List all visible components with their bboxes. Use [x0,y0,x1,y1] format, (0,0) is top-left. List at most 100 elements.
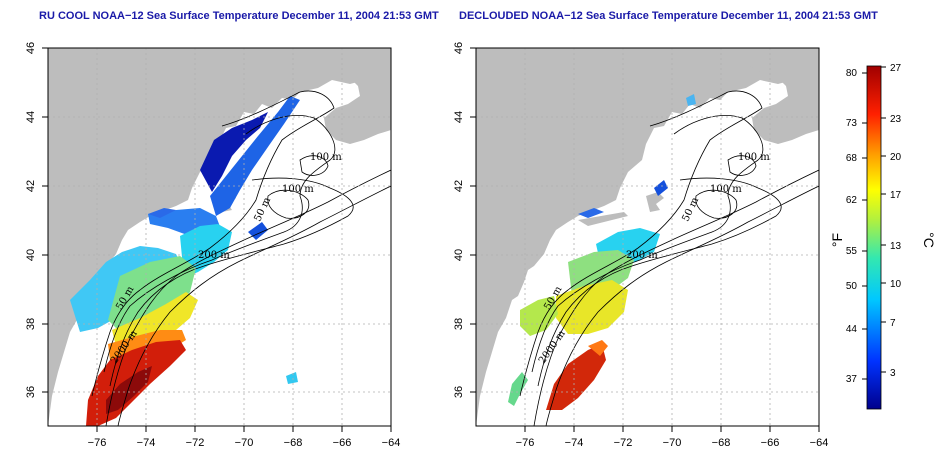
right-contour-label: 200 m [626,250,658,261]
left-y-tick-label: 44 [25,111,37,123]
left-y-tick-label: 42 [25,180,37,192]
right-contour-shelf-edge [545,185,819,426]
left-contour-50m [91,90,335,397]
colorbar-c-label: 10 [890,279,902,290]
left-contour-200m [109,177,354,387]
right-map: 100 m 100 m 50 m 200 m 50 m 2000 m −76 −… [453,42,828,449]
left-x-tick-labels: −76 −74 −72 −70 −68 −66 −64 [88,437,401,449]
right-contour-label: 2000 m [537,328,568,366]
left-sst-deep-blue-gulf-maine [200,112,268,192]
left-land-nova-scotia [322,48,391,144]
left-x-tick-label: −74 [137,437,156,449]
right-y-tick-label: 38 [453,318,465,330]
left-sst-blue-shelf [210,96,300,216]
colorbar-f-label: 62 [846,195,858,206]
colorbar-celsius-labels: 27 23 20 17 13 10 7 3 [890,63,902,379]
left-contour-georges [299,155,329,176]
colorbar-c-label: 3 [890,368,896,379]
colorbar-celsius-ticks [881,66,886,373]
right-gridlines [476,48,819,426]
right-contour-banks [695,189,738,219]
left-contours [91,90,391,426]
right-x-tick-label: −66 [761,437,780,449]
colorbar: 80 73 68 62 55 50 44 37 27 23 20 17 13 1… [829,63,937,410]
colorbar-c-label: 13 [890,241,902,252]
colorbar-f-label: 68 [846,153,858,164]
right-map-title: DECLOUDED NOAA−12 Sea Surface Temperatur… [459,10,878,22]
left-y-tick-label: 40 [25,249,37,261]
colorbar-c-label: 17 [890,190,902,201]
left-y-axis [42,47,48,393]
colorbar-f-label: 44 [846,324,858,335]
right-x-tick-label: −74 [565,437,584,449]
left-x-tick-label: −66 [333,437,352,449]
left-sst-darkred-core [106,366,152,414]
left-x-tick-label: −76 [88,437,107,449]
left-y-tick-label: 38 [25,318,37,330]
left-land-mainland [48,48,391,426]
left-y-tick-label: 46 [25,42,37,54]
right-land-cape-cod [646,192,664,212]
left-y-tick-labels: 36 38 40 42 44 46 [25,42,37,398]
left-contour-shelf-edge [117,185,391,426]
right-y-tick-label: 36 [453,386,465,398]
right-contours [519,90,819,426]
right-plot-frame [475,47,820,427]
colorbar-c-label: 7 [890,318,896,329]
right-x-tick-label: −72 [614,437,633,449]
right-y-tick-label: 46 [453,42,465,54]
colorbar-f-label: 55 [846,246,858,257]
left-contour-label: 100 m [282,184,314,195]
left-x-tick-label: −64 [382,437,401,449]
colorbar-c-label: 20 [890,152,902,163]
right-contour-label: 100 m [710,184,742,195]
left-contour-100m [103,115,336,373]
right-x-tick-labels: −76 −74 −72 −70 −68 −66 −64 [516,437,829,449]
left-x-axis [96,426,392,432]
right-sst-orange-edge [588,340,608,356]
colorbar-fahrenheit-ticks [862,72,867,380]
right-sst-greenyellow-inshore [520,296,558,336]
right-land-mainland [476,48,819,426]
right-y-tick-label: 42 [453,180,465,192]
right-x-tick-label: −76 [516,437,535,449]
left-sst-blue-westpatch [148,208,176,218]
right-land-nova-scotia [750,48,819,144]
right-sst-blue-westpatch [578,208,604,218]
left-contour-label: 50 m [252,195,273,223]
right-x-tick-label: −68 [712,437,731,449]
right-x-axis [524,426,820,432]
left-plot-frame [47,47,392,427]
colorbar-c-label: 27 [890,63,902,74]
left-x-tick-label: −72 [186,437,205,449]
right-sst-yellow-band [556,280,628,334]
colorbar-f-label: 80 [846,68,858,79]
left-contour-2000m [105,169,391,426]
right-sst-cyan-north [686,94,696,106]
left-sst-cyan-east [286,372,298,384]
colorbar-gradient [866,65,882,410]
left-sst-green-mab [108,256,196,334]
right-y-tick-labels: 36 38 40 42 44 46 [453,42,465,398]
right-contour-label: 100 m [738,152,770,163]
right-land [476,48,819,426]
right-sst-green-south [508,372,528,406]
left-contour-label: 200 m [198,250,230,261]
colorbar-fahrenheit-labels: 80 73 68 62 55 50 44 37 [846,68,858,385]
right-contour-label: 50 m [680,195,701,223]
right-sst-blue-ne [654,180,668,196]
right-contour-100m [531,115,764,373]
right-contour-50m [519,90,763,397]
left-contour-banks [267,189,310,219]
left-map-title: RU COOL NOAA−12 Sea Surface Temperature … [39,10,439,22]
right-contour-200m [537,177,782,387]
right-sst-red-gulfstream [546,344,606,410]
colorbar-f-label: 50 [846,281,858,292]
right-contour-2000m [533,169,819,426]
left-map: 100 m 100 m 50 m 200 m 50 m 2000 m −76 −… [25,42,400,449]
colorbar-c-label: 23 [890,114,902,125]
left-x-tick-label: −68 [284,437,303,449]
left-sst-field [70,96,300,426]
colorbar-celsius-unit: °C [921,232,937,248]
